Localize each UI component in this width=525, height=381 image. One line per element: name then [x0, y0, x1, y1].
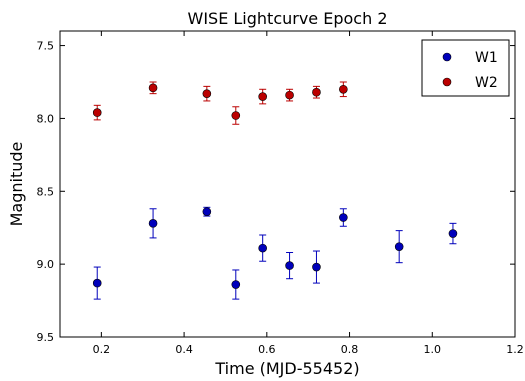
- x-tick-label: 1.0: [424, 343, 442, 356]
- legend-marker: [442, 77, 452, 87]
- x-axis-label: Time (MJD-55452): [214, 359, 359, 378]
- legend[interactable]: W1 W2: [421, 39, 510, 97]
- data-point: [148, 83, 158, 93]
- x-axis-ticks: 0.2 0.4 0.6 0.8 1.0 1.2: [93, 31, 524, 356]
- y-axis-ticks: 7.5 8.0 8.5 9.0 9.5: [37, 40, 515, 344]
- data-point: [339, 84, 348, 94]
- data-point: [312, 262, 321, 272]
- plot-area-frame: [59, 30, 516, 338]
- data-point: [448, 229, 458, 238]
- chart-title: WISE Lightcurve Epoch 2: [188, 9, 388, 28]
- data-point: [231, 111, 241, 120]
- legend-label: W1: [475, 50, 498, 66]
- data-point: [312, 87, 321, 97]
- data-point: [285, 261, 294, 270]
- x-tick-label: 0.2: [93, 343, 111, 356]
- data-point: [258, 243, 267, 253]
- y-tick-label: 9.5: [37, 331, 55, 344]
- x-tick-label: 0.8: [341, 343, 359, 356]
- legend-item-w1[interactable]: W1: [442, 50, 498, 66]
- y-tick-label: 9.0: [37, 258, 55, 271]
- data-point: [231, 280, 241, 289]
- series-w2: [92, 81, 348, 125]
- legend-label: W2: [475, 75, 498, 91]
- x-tick-label: 0.4: [175, 343, 193, 356]
- data-point: [339, 213, 348, 222]
- series-layer: [92, 81, 458, 300]
- data-point: [202, 207, 212, 216]
- legend-box: [421, 39, 510, 97]
- data-point: [394, 242, 404, 251]
- y-tick-label: 8.0: [37, 112, 55, 125]
- y-tick-label: 8.5: [37, 185, 55, 198]
- legend-marker: [442, 52, 452, 62]
- series-w1: [92, 206, 458, 300]
- x-tick-label: 0.6: [258, 343, 276, 356]
- data-point: [202, 89, 212, 98]
- x-tick-label: 1.2: [506, 343, 524, 356]
- y-tick-label: 7.5: [37, 40, 55, 53]
- y-axis-label: Magnitude: [7, 142, 26, 227]
- data-point: [92, 278, 102, 288]
- data-point: [285, 90, 294, 100]
- data-point: [92, 108, 102, 117]
- data-point: [258, 92, 267, 101]
- data-point: [148, 219, 158, 228]
- legend-item-w2[interactable]: W2: [442, 75, 498, 91]
